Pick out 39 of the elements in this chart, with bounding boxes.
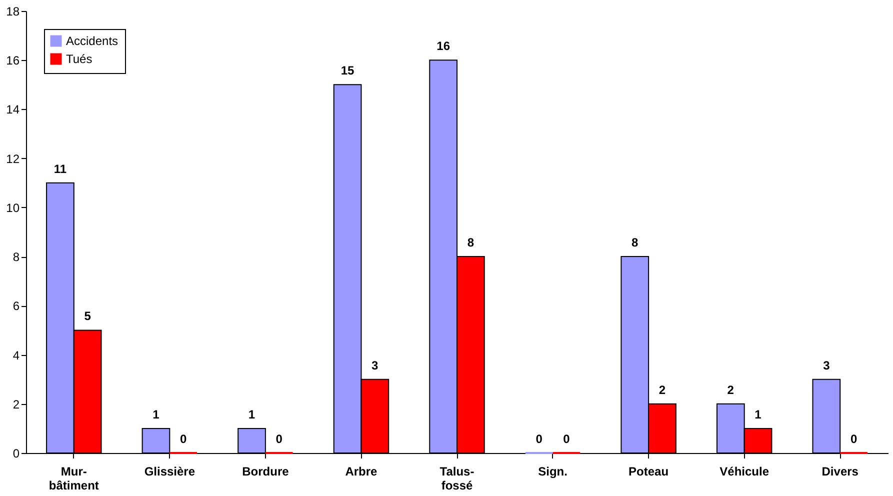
legend-label: Accidents [66, 34, 118, 48]
y-tick-label: 8 [12, 250, 20, 264]
data-label: 3 [372, 358, 379, 372]
y-tick-label: 10 [6, 200, 20, 215]
data-label: 2 [727, 382, 734, 397]
data-label: 0 [563, 432, 570, 446]
y-tick-label: 4 [12, 348, 20, 362]
y-tick-label: 2 [12, 397, 20, 412]
x-tick-label: Bordure [242, 464, 290, 478]
x-tick-label: Talus- fossé [440, 464, 474, 492]
y-tick-label: 18 [6, 4, 20, 18]
data-label: 16 [436, 39, 450, 54]
data-label: 15 [340, 64, 355, 78]
x-tick-label: Mur- bâtiment [48, 464, 99, 492]
x-tick-label: Arbre [345, 464, 378, 478]
data-label: 0 [850, 432, 858, 446]
data-label: 2 [658, 382, 666, 397]
y-tick-label: 14 [6, 102, 20, 117]
x-tick-label: Véhicule [720, 464, 770, 478]
legend-label: Tués [66, 52, 92, 66]
x-tick-label: Sign. [538, 464, 568, 478]
data-label: 3 [823, 358, 830, 372]
y-tick-label: 12 [6, 152, 20, 166]
data-label: 1 [754, 407, 762, 422]
y-tick-label: 0 [12, 446, 20, 460]
data-label: 0 [276, 432, 283, 446]
data-label: 8 [632, 236, 639, 250]
data-label: 11 [54, 162, 67, 176]
x-tick-label: Divers [822, 464, 859, 478]
data-label: 8 [467, 236, 474, 250]
data-label: 0 [180, 432, 188, 446]
data-label: 1 [152, 407, 160, 422]
x-tick-label: Glissière [144, 464, 196, 478]
data-label: 0 [536, 432, 543, 446]
x-tick-label: Poteau [628, 464, 669, 478]
y-tick-label: 6 [12, 299, 20, 314]
data-label: 1 [248, 407, 256, 422]
data-label: 5 [84, 309, 92, 324]
y-tick-label: 16 [6, 54, 20, 68]
